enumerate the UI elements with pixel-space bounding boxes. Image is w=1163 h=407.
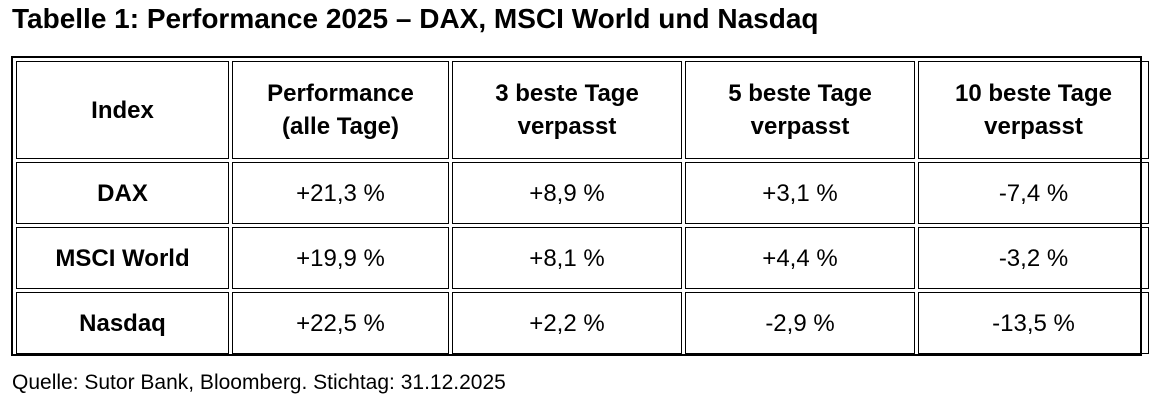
table-row-nasdaq: Nasdaq +22,5 % +2,2 % -2,9 % -13,5 % [16, 292, 1149, 354]
header-line-2: verpasst [750, 113, 850, 140]
cell-best-5: +3,1 % [685, 162, 915, 224]
header-best-3-days-missed: 3 beste Tage verpasst [452, 61, 682, 159]
header-line-1: 5 beste Tage [728, 80, 872, 107]
row-index-label: DAX [16, 162, 229, 224]
performance-table: Index Performance (alle Tage) 3 beste Ta… [13, 58, 1152, 357]
cell-all-days: +21,3 % [232, 162, 449, 224]
table-row-msci-world: MSCI World +19,9 % +8,1 % +4,4 % -3,2 % [16, 227, 1149, 289]
row-index-label: Nasdaq [16, 292, 229, 354]
header-line-1: 10 beste Tage [955, 80, 1112, 107]
cell-best-5: -2,9 % [685, 292, 915, 354]
header-best-10-days-missed: 10 beste Tage verpasst [918, 61, 1149, 159]
header-best-5-days-missed: 5 beste Tage verpasst [685, 61, 915, 159]
header-line-2: (alle Tage) [282, 113, 399, 140]
cell-best-10: -3,2 % [918, 227, 1149, 289]
cell-best-3: +8,1 % [452, 227, 682, 289]
row-index-label: MSCI World [16, 227, 229, 289]
cell-best-3: +8,9 % [452, 162, 682, 224]
header-line-2: verpasst [984, 113, 1083, 140]
cell-best-10: -7,4 % [918, 162, 1149, 224]
source-note: Quelle: Sutor Bank, Bloomberg. Stichtag:… [12, 371, 506, 394]
cell-best-5: +4,4 % [685, 227, 915, 289]
cell-best-10: -13,5 % [918, 292, 1149, 354]
header-index: Index [16, 61, 229, 159]
cell-all-days: +19,9 % [232, 227, 449, 289]
cell-all-days: +22,5 % [232, 292, 449, 354]
cell-best-3: +2,2 % [452, 292, 682, 354]
table-header-row: Index Performance (alle Tage) 3 beste Ta… [16, 61, 1149, 159]
table-title: Tabelle 1: Performance 2025 – DAX, MSCI … [12, 3, 819, 34]
header-line-2: verpasst [517, 113, 617, 140]
header-index-label: Index [91, 96, 154, 124]
performance-table-frame: Index Performance (alle Tage) 3 beste Ta… [11, 56, 1149, 356]
table-row-dax: DAX +21,3 % +8,9 % +3,1 % -7,4 % [16, 162, 1149, 224]
header-line-1: Performance [267, 80, 414, 107]
header-performance-all-days: Performance (alle Tage) [232, 61, 449, 159]
header-line-1: 3 beste Tage [495, 80, 639, 107]
